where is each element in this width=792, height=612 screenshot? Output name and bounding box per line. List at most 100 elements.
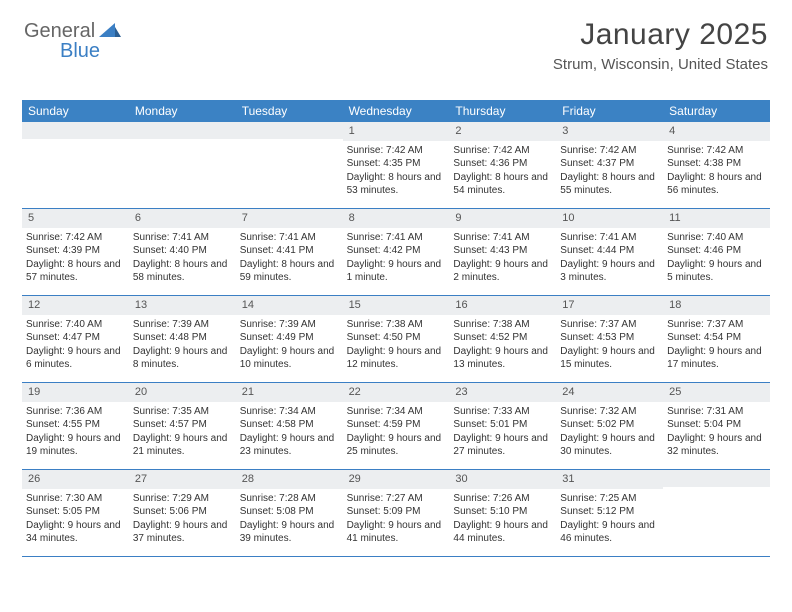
calendar-cell: 12Sunrise: 7:40 AMSunset: 4:47 PMDayligh…	[22, 296, 129, 382]
daylight-line: Daylight: 9 hours and 6 minutes.	[26, 345, 125, 372]
daylight-line: Daylight: 9 hours and 39 minutes.	[240, 519, 339, 546]
daylight-line: Daylight: 9 hours and 21 minutes.	[133, 432, 232, 459]
sunset-line: Sunset: 4:58 PM	[240, 418, 339, 432]
sunset-line: Sunset: 5:01 PM	[453, 418, 552, 432]
sunrise-line: Sunrise: 7:28 AM	[240, 492, 339, 506]
sunset-line: Sunset: 4:39 PM	[26, 244, 125, 258]
daylight-line: Daylight: 9 hours and 10 minutes.	[240, 345, 339, 372]
calendar-cell: 3Sunrise: 7:42 AMSunset: 4:37 PMDaylight…	[556, 122, 663, 208]
sunrise-line: Sunrise: 7:35 AM	[133, 405, 232, 419]
day-header-cell: Thursday	[449, 100, 556, 122]
sunrise-line: Sunrise: 7:39 AM	[240, 318, 339, 332]
calendar-cell: 6 Sunrise: 7:41 AMSunset: 4:40 PMDaylight…	[129, 209, 236, 295]
day-number: 23	[449, 383, 556, 402]
calendar-cell: 19Sunrise: 7:36 AMSunset: 4:55 PMDayligh…	[22, 383, 129, 469]
day-number: 11	[663, 209, 770, 228]
sunrise-line: Sunrise: 7:42 AM	[667, 144, 766, 158]
sunset-line: Sunset: 4:52 PM	[453, 331, 552, 345]
calendar-cell: 30Sunrise: 7:26 AMSunset: 5:10 PMDayligh…	[449, 470, 556, 556]
day-number: 21	[236, 383, 343, 402]
daylight-line: Daylight: 8 hours and 53 minutes.	[347, 171, 446, 198]
sunrise-line: Sunrise: 7:36 AM	[26, 405, 125, 419]
sunrise-line: Sunrise: 7:38 AM	[347, 318, 446, 332]
calendar-cell: 1Sunrise: 7:42 AMSunset: 4:35 PMDaylight…	[343, 122, 450, 208]
day-number: 14	[236, 296, 343, 315]
daylight-line: Daylight: 9 hours and 8 minutes.	[133, 345, 232, 372]
sunset-line: Sunset: 4:59 PM	[347, 418, 446, 432]
daylight-line: Daylight: 9 hours and 37 minutes.	[133, 519, 232, 546]
sunrise-line: Sunrise: 7:38 AM	[453, 318, 552, 332]
sunset-line: Sunset: 5:06 PM	[133, 505, 232, 519]
sunrise-line: Sunrise: 7:42 AM	[560, 144, 659, 158]
sunset-line: Sunset: 5:02 PM	[560, 418, 659, 432]
sunrise-line: Sunrise: 7:27 AM	[347, 492, 446, 506]
sunrise-line: Sunrise: 7:32 AM	[560, 405, 659, 419]
day-number: 22	[343, 383, 450, 402]
day-number: 26	[22, 470, 129, 489]
calendar-cell: 17Sunrise: 7:37 AMSunset: 4:53 PMDayligh…	[556, 296, 663, 382]
day-number: 7	[236, 209, 343, 228]
daylight-line: Daylight: 9 hours and 13 minutes.	[453, 345, 552, 372]
sunset-line: Sunset: 5:10 PM	[453, 505, 552, 519]
sunset-line: Sunset: 4:55 PM	[26, 418, 125, 432]
sunset-line: Sunset: 4:44 PM	[560, 244, 659, 258]
daylight-line: Daylight: 9 hours and 1 minute.	[347, 258, 446, 285]
logo-triangle-icon	[99, 20, 121, 43]
day-number: 4	[663, 122, 770, 141]
day-number: 2	[449, 122, 556, 141]
calendar-cell: 25Sunrise: 7:31 AMSunset: 5:04 PMDayligh…	[663, 383, 770, 469]
sunset-line: Sunset: 4:40 PM	[133, 244, 232, 258]
day-number: 6	[129, 209, 236, 228]
day-header-cell: Monday	[129, 100, 236, 122]
day-number: 27	[129, 470, 236, 489]
day-number: 20	[129, 383, 236, 402]
sunrise-line: Sunrise: 7:34 AM	[347, 405, 446, 419]
sunrise-line: Sunrise: 7:33 AM	[453, 405, 552, 419]
day-number: 3	[556, 122, 663, 141]
sunrise-line: Sunrise: 7:41 AM	[133, 231, 232, 245]
day-number: 25	[663, 383, 770, 402]
day-number	[22, 122, 129, 139]
calendar-cell	[22, 122, 129, 208]
sunrise-line: Sunrise: 7:31 AM	[667, 405, 766, 419]
sunrise-line: Sunrise: 7:34 AM	[240, 405, 339, 419]
sunrise-line: Sunrise: 7:41 AM	[560, 231, 659, 245]
daylight-line: Daylight: 9 hours and 23 minutes.	[240, 432, 339, 459]
day-number: 17	[556, 296, 663, 315]
daylight-line: Daylight: 9 hours and 12 minutes.	[347, 345, 446, 372]
sunset-line: Sunset: 4:57 PM	[133, 418, 232, 432]
sunset-line: Sunset: 5:12 PM	[560, 505, 659, 519]
sunrise-line: Sunrise: 7:37 AM	[560, 318, 659, 332]
daylight-line: Daylight: 8 hours and 58 minutes.	[133, 258, 232, 285]
sunrise-line: Sunrise: 7:39 AM	[133, 318, 232, 332]
day-number	[663, 470, 770, 487]
daylight-line: Daylight: 9 hours and 17 minutes.	[667, 345, 766, 372]
sunset-line: Sunset: 4:36 PM	[453, 157, 552, 171]
day-number: 16	[449, 296, 556, 315]
day-number: 1	[343, 122, 450, 141]
daylight-line: Daylight: 9 hours and 25 minutes.	[347, 432, 446, 459]
day-number: 19	[22, 383, 129, 402]
day-number: 30	[449, 470, 556, 489]
sunset-line: Sunset: 5:09 PM	[347, 505, 446, 519]
daylight-line: Daylight: 9 hours and 44 minutes.	[453, 519, 552, 546]
sunset-line: Sunset: 5:04 PM	[667, 418, 766, 432]
calendar-cell: 29Sunrise: 7:27 AMSunset: 5:09 PMDayligh…	[343, 470, 450, 556]
sunset-line: Sunset: 5:08 PM	[240, 505, 339, 519]
sunrise-line: Sunrise: 7:29 AM	[133, 492, 232, 506]
calendar-cell: 23Sunrise: 7:33 AMSunset: 5:01 PMDayligh…	[449, 383, 556, 469]
daylight-line: Daylight: 8 hours and 56 minutes.	[667, 171, 766, 198]
sunrise-line: Sunrise: 7:41 AM	[347, 231, 446, 245]
calendar-cell: 24Sunrise: 7:32 AMSunset: 5:02 PMDayligh…	[556, 383, 663, 469]
sunset-line: Sunset: 4:46 PM	[667, 244, 766, 258]
sunrise-line: Sunrise: 7:37 AM	[667, 318, 766, 332]
day-number: 10	[556, 209, 663, 228]
calendar-cell: 13Sunrise: 7:39 AMSunset: 4:48 PMDayligh…	[129, 296, 236, 382]
day-header-cell: Saturday	[663, 100, 770, 122]
day-number: 31	[556, 470, 663, 489]
sunset-line: Sunset: 4:37 PM	[560, 157, 659, 171]
sunset-line: Sunset: 4:41 PM	[240, 244, 339, 258]
daylight-line: Daylight: 9 hours and 15 minutes.	[560, 345, 659, 372]
sunrise-line: Sunrise: 7:40 AM	[26, 318, 125, 332]
calendar-cell	[236, 122, 343, 208]
